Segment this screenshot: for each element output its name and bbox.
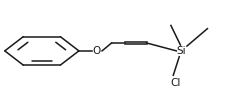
Text: O: O (93, 46, 101, 56)
Text: Si: Si (177, 46, 186, 56)
Text: Cl: Cl (170, 78, 181, 88)
